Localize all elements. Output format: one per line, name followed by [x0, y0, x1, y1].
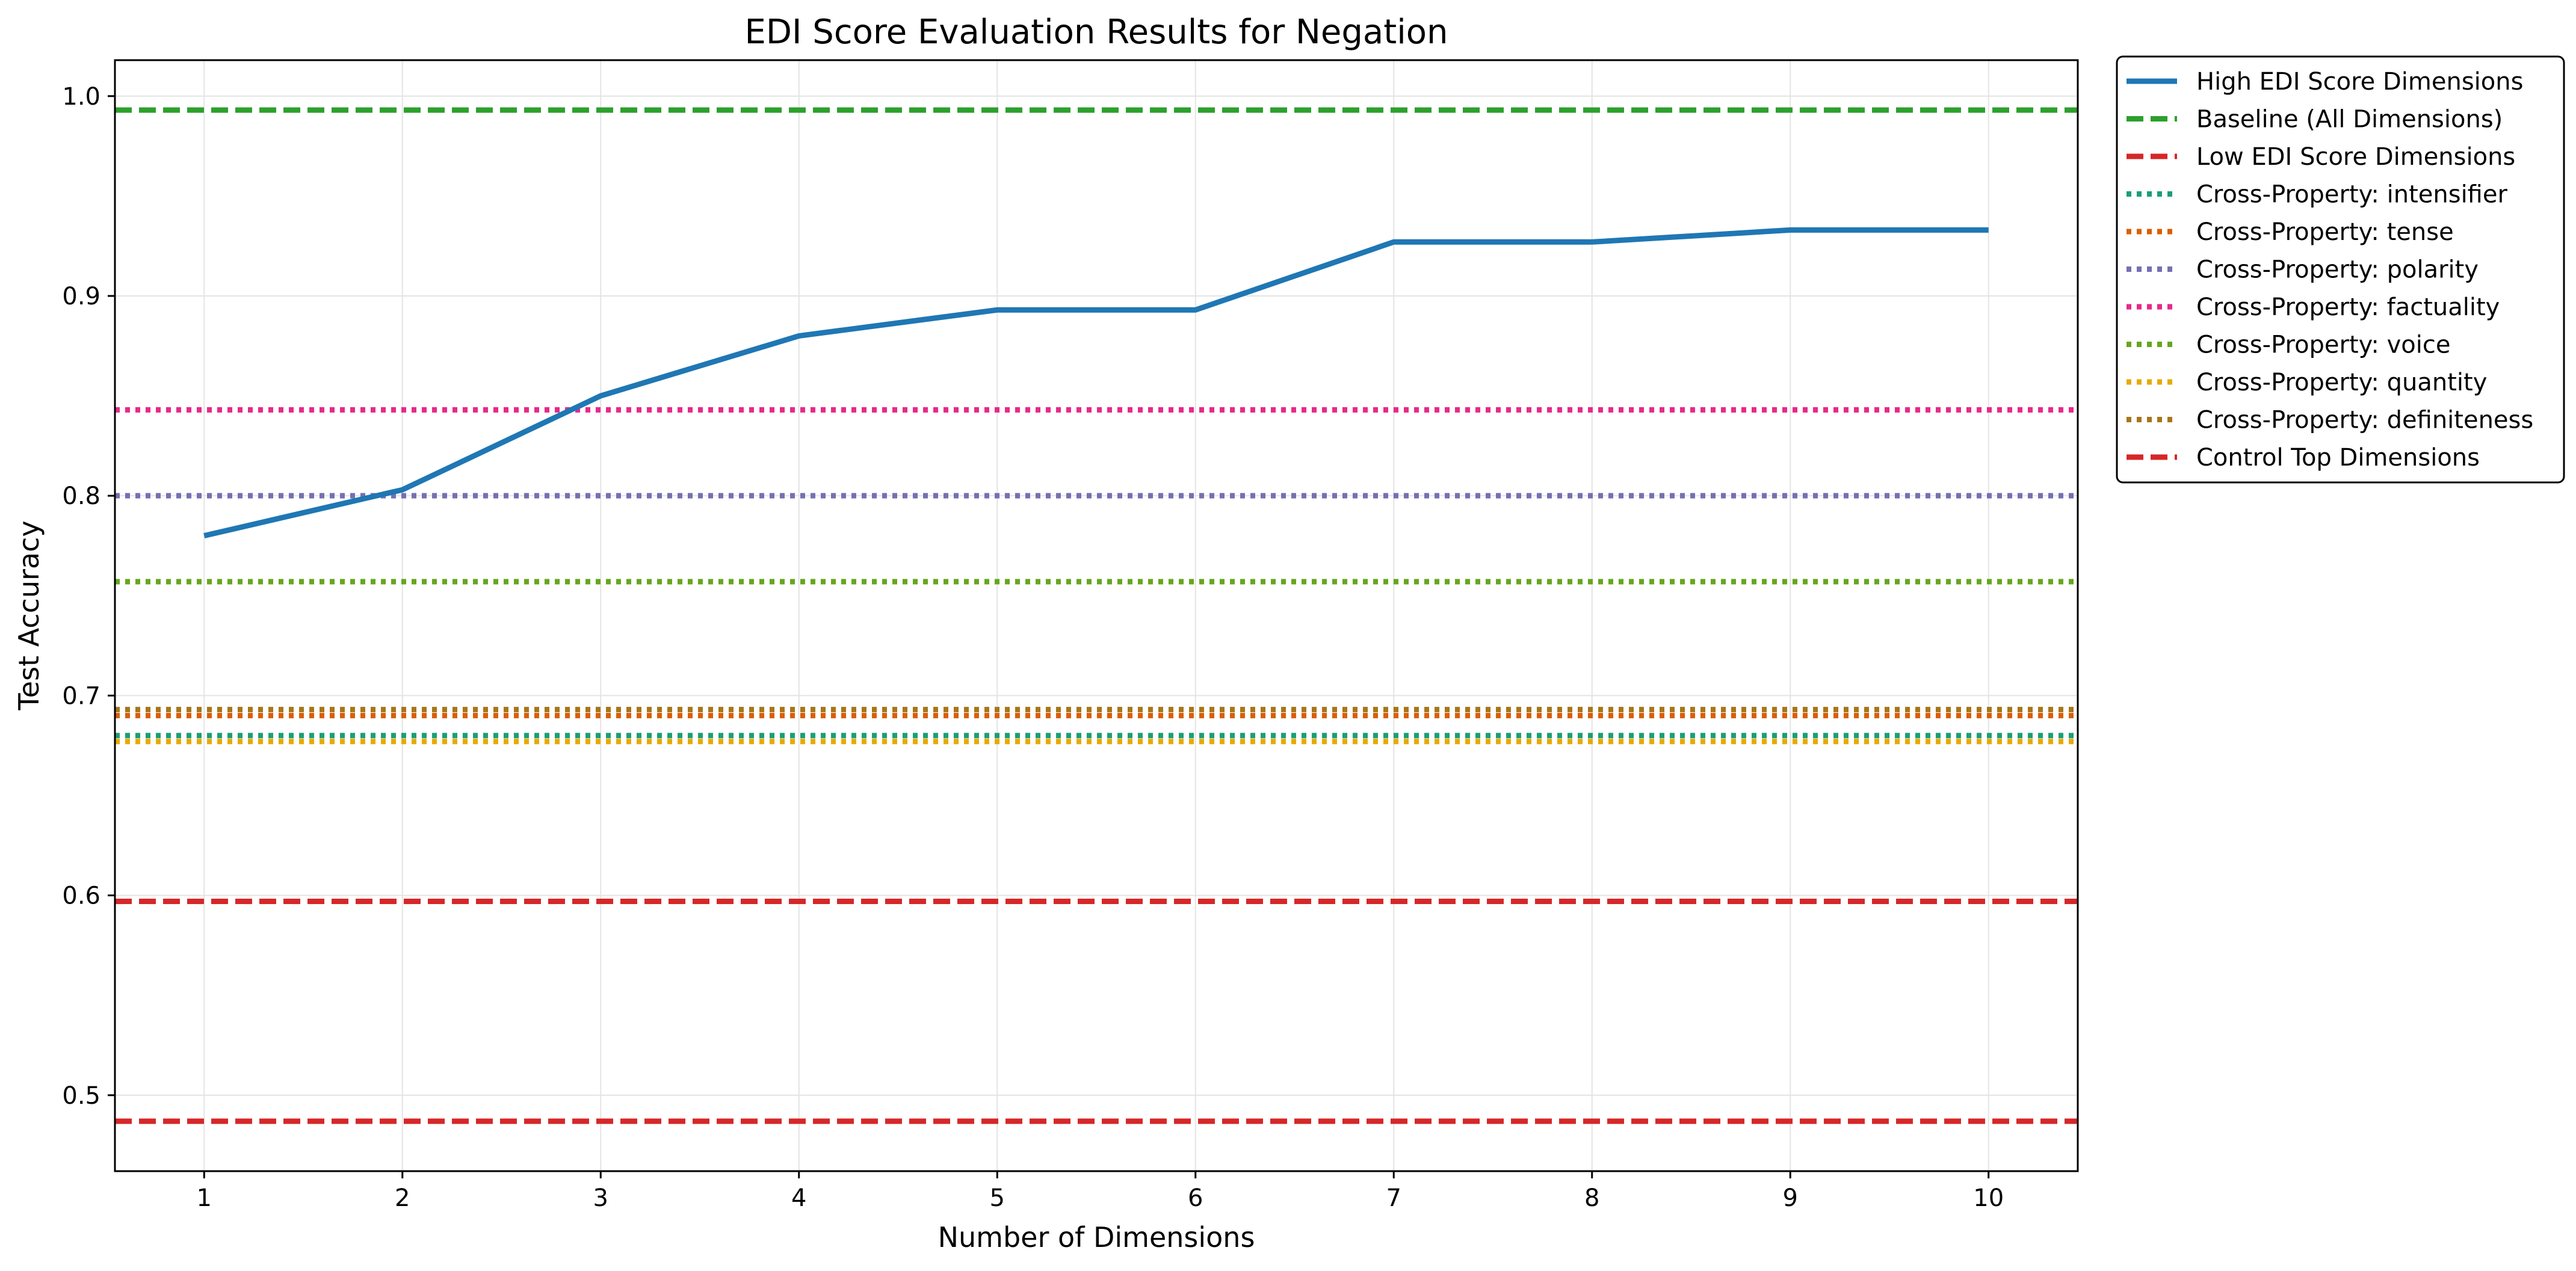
legend-label-cross-property-intensifier: Cross-Property: intensifier — [2196, 181, 2507, 209]
legend-label-low-edi-score-dimensions: Low EDI Score Dimensions — [2196, 143, 2515, 171]
legend-label-cross-property-tense: Cross-Property: tense — [2196, 218, 2454, 246]
legend-label-cross-property-voice: Cross-Property: voice — [2196, 331, 2450, 359]
x-tick-label: 3 — [593, 1184, 608, 1212]
plot-series — [115, 107, 2078, 1124]
legend-label-cross-property-factuality: Cross-Property: factuality — [2196, 294, 2500, 321]
axis-ticks: 1 2 3 4 5 6 7 8 9 10 0.5 0.6 0.7 0.8 0.9 1.0 — [62, 83, 2004, 1212]
series-high-edi-score-dimensions — [203, 227, 1989, 539]
x-tick-label: 5 — [990, 1184, 1005, 1212]
legend-label-cross-property-definiteness: Cross-Property: definiteness — [2196, 407, 2533, 434]
x-tick-label: 7 — [1386, 1184, 1401, 1212]
y-tick-label: 0.7 — [62, 682, 100, 710]
legend-label-high-edi-score-dimensions: High EDI Score Dimensions — [2196, 68, 2523, 96]
x-tick-label: 6 — [1188, 1184, 1203, 1212]
chart-title: EDI Score Evaluation Results for Negatio… — [744, 13, 1448, 52]
y-axis-label: Test Accuracy — [13, 520, 45, 710]
legend-label-cross-property-quantity: Cross-Property: quantity — [2196, 369, 2487, 396]
y-tick-label: 0.5 — [62, 1082, 100, 1110]
legend: High EDI Score Dimensions Baseline (All D… — [2116, 55, 2565, 484]
y-tick-label: 0.8 — [62, 482, 100, 510]
x-tick-label: 9 — [1783, 1184, 1798, 1212]
legend-label-control-top-dimensions: Control Top Dimensions — [2196, 444, 2480, 472]
plot-frame — [114, 59, 2079, 1172]
legend-label-cross-property-polarity: Cross-Property: polarity — [2196, 256, 2479, 284]
x-axis-label: Number of Dimensions — [938, 1221, 1255, 1254]
grid — [115, 60, 2078, 1171]
x-tick-label: 8 — [1584, 1184, 1599, 1212]
y-tick-label: 0.6 — [62, 882, 100, 910]
x-tick-label: 4 — [791, 1184, 806, 1212]
x-tick-label: 2 — [395, 1184, 410, 1212]
x-tick-label: 10 — [1973, 1184, 2004, 1212]
x-tick-label: 1 — [197, 1184, 212, 1212]
y-tick-label: 0.9 — [62, 283, 100, 310]
y-tick-label: 1.0 — [62, 83, 100, 111]
legend-box — [2116, 55, 2565, 484]
legend-label-baseline-all-dimensions: Baseline (All Dimensions) — [2196, 106, 2503, 134]
